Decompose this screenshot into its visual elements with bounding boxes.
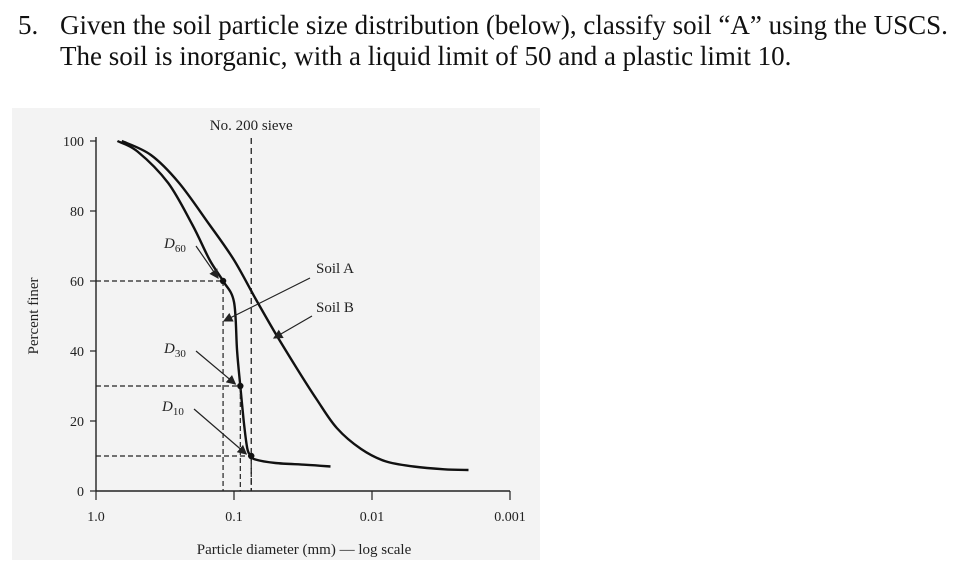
marker-point <box>248 452 255 460</box>
soil-b-curve <box>121 139 469 472</box>
x-tick-label: 0.1 <box>225 510 243 525</box>
marker-arrow <box>193 408 248 455</box>
soil-a-arrow <box>222 277 311 322</box>
marker-label-d60: D60 <box>163 236 186 255</box>
x-tick-label: 1.0 <box>87 510 105 525</box>
question-number: 5. <box>18 10 39 40</box>
grain-size-chart: 0 20 40 60 80 100 1.0 0.1 0.01 0.001 Particle diam… <box>26 118 526 558</box>
soil-b-arrow <box>272 315 313 339</box>
y-tick-label: 40 <box>70 345 84 360</box>
question-line-2: The soil is inorganic, with a liquid lim… <box>60 41 792 71</box>
y-tick-label: 80 <box>70 205 84 220</box>
y-tick-label: 60 <box>70 275 84 290</box>
y-tick-label: 20 <box>70 415 84 430</box>
soil-b-label: Soil B <box>316 300 354 316</box>
marker-arrow <box>195 350 237 385</box>
x-tick-label: 0.01 <box>360 510 385 525</box>
marker-label-d10: D10 <box>161 399 184 418</box>
marker-point <box>219 277 227 285</box>
y-tick-label: 100 <box>63 135 84 150</box>
marker-label-d30: D30 <box>163 341 186 360</box>
x-tick-label: 0.001 <box>494 510 526 525</box>
marker-point <box>237 382 244 390</box>
y-axis-label: Percent finer <box>26 277 42 354</box>
x-axis-label: Particle diameter (mm) — log scale <box>197 542 412 558</box>
soil-a-label: Soil A <box>316 261 354 277</box>
question-line-1: Given the soil particle size distributio… <box>60 10 948 40</box>
y-tick-label: 0 <box>77 485 84 500</box>
grain-size-figure: 0 20 40 60 80 100 1.0 0.1 0.01 0.001 Particle diam… <box>12 108 540 560</box>
soil-a-curve <box>116 139 331 468</box>
no-200-sieve-label: No. 200 sieve <box>210 118 293 134</box>
question: 5. Given the soil particle size distribu… <box>14 10 969 72</box>
marker-arrow <box>195 245 219 279</box>
